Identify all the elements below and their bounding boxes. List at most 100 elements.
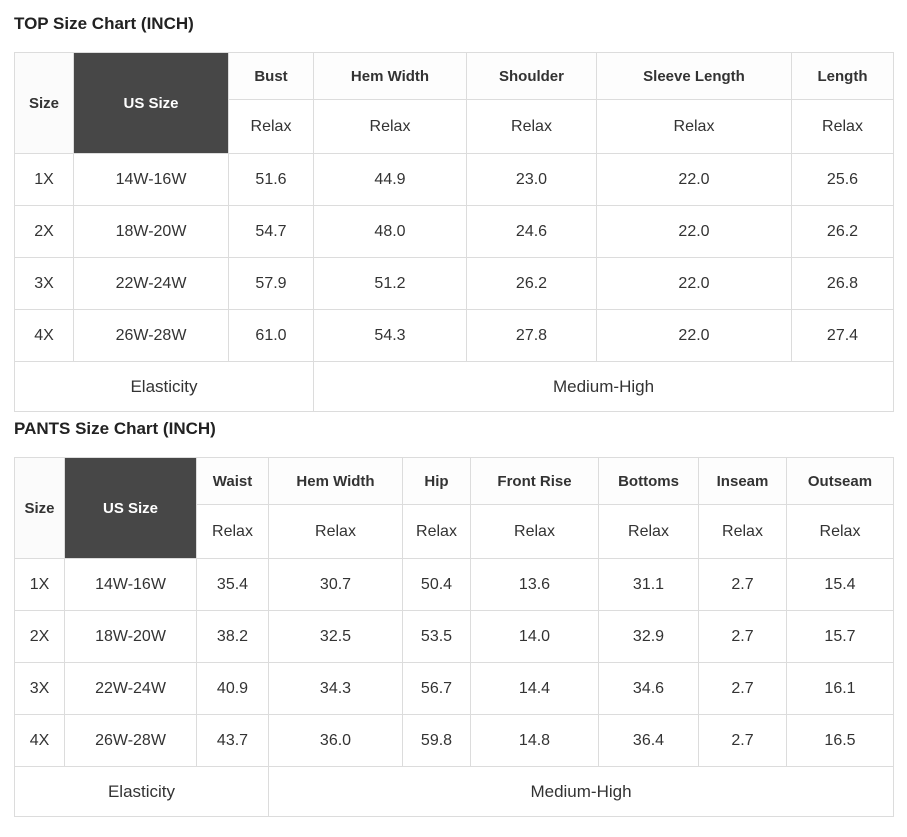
fit-label: Relax [786, 504, 894, 559]
value-cell: 40.9 [196, 662, 269, 715]
fit-label: Relax [268, 504, 403, 559]
value-cell: 26.8 [791, 257, 894, 310]
value-cell: 27.4 [791, 309, 894, 362]
top-header-size: Size [14, 52, 74, 154]
pants-chart-title: PANTS Size Chart (INCH) [14, 419, 216, 438]
us-size-cell: 26W-28W [73, 309, 229, 362]
top-header-shoulder: Shoulder [466, 52, 597, 100]
table-row: 4X 26W-28W 43.7 36.0 59.8 14.8 36.4 2.7 … [14, 714, 894, 767]
value-cell: 22.0 [596, 257, 792, 310]
value-cell: 2.7 [698, 610, 787, 663]
pants-header-outseam: Outseam [786, 457, 894, 505]
value-cell: 30.7 [268, 558, 403, 611]
value-cell: 26.2 [466, 257, 597, 310]
fit-label: Relax [228, 99, 314, 154]
value-cell: 14.4 [470, 662, 599, 715]
value-cell: 35.4 [196, 558, 269, 611]
size-cell: 2X [14, 205, 74, 258]
pants-header-hem-width: Hem Width [268, 457, 403, 505]
size-cell: 3X [14, 257, 74, 310]
top-size-table: Size US Size Bust Hem Width Shoulder Sle… [14, 52, 894, 412]
value-cell: 22.0 [596, 309, 792, 362]
size-cell: 1X [14, 153, 74, 206]
value-cell: 32.5 [268, 610, 403, 663]
us-size-cell: 18W-20W [64, 610, 197, 663]
elasticity-label: Elasticity [14, 361, 314, 412]
fit-label: Relax [470, 504, 599, 559]
fit-label: Relax [313, 99, 467, 154]
top-header-hem-width: Hem Width [313, 52, 467, 100]
pants-header-bottoms: Bottoms [598, 457, 699, 505]
value-cell: 44.9 [313, 153, 467, 206]
table-row: 1X 14W-16W 51.6 44.9 23.0 22.0 25.6 [14, 153, 894, 206]
pants-header-waist: Waist [196, 457, 269, 505]
us-size-cell: 26W-28W [64, 714, 197, 767]
value-cell: 2.7 [698, 558, 787, 611]
top-header-us-size: US Size [73, 52, 229, 154]
table-row: 3X 22W-24W 57.9 51.2 26.2 22.0 26.8 [14, 257, 894, 310]
top-header-bust: Bust [228, 52, 314, 100]
elasticity-row: Elasticity Medium-High [14, 361, 894, 412]
size-cell: 3X [14, 662, 65, 715]
value-cell: 24.6 [466, 205, 597, 258]
value-cell: 32.9 [598, 610, 699, 663]
value-cell: 2.7 [698, 662, 787, 715]
value-cell: 2.7 [698, 714, 787, 767]
pants-header-row: Size US Size Waist Hem Width Hip Front R… [14, 457, 894, 559]
value-cell: 50.4 [402, 558, 471, 611]
value-cell: 14.0 [470, 610, 599, 663]
value-cell: 15.4 [786, 558, 894, 611]
elasticity-row: Elasticity Medium-High [14, 766, 894, 817]
value-cell: 43.7 [196, 714, 269, 767]
us-size-cell: 14W-16W [64, 558, 197, 611]
table-row: 4X 26W-28W 61.0 54.3 27.8 22.0 27.4 [14, 309, 894, 362]
table-row: 2X 18W-20W 38.2 32.5 53.5 14.0 32.9 2.7 … [14, 610, 894, 663]
top-header-length: Length [791, 52, 894, 100]
value-cell: 14.8 [470, 714, 599, 767]
top-header-row: Size US Size Bust Hem Width Shoulder Sle… [14, 52, 894, 154]
value-cell: 23.0 [466, 153, 597, 206]
value-cell: 53.5 [402, 610, 471, 663]
value-cell: 22.0 [596, 153, 792, 206]
value-cell: 34.6 [598, 662, 699, 715]
value-cell: 54.7 [228, 205, 314, 258]
value-cell: 51.6 [228, 153, 314, 206]
pants-header-front-rise: Front Rise [470, 457, 599, 505]
fit-label: Relax [196, 504, 269, 559]
size-cell: 2X [14, 610, 65, 663]
us-size-cell: 18W-20W [73, 205, 229, 258]
value-cell: 54.3 [313, 309, 467, 362]
fit-label: Relax [598, 504, 699, 559]
fit-label: Relax [402, 504, 471, 559]
top-header-sleeve-length: Sleeve Length [596, 52, 792, 100]
pants-size-table: Size US Size Waist Hem Width Hip Front R… [14, 457, 894, 817]
table-row: 3X 22W-24W 40.9 34.3 56.7 14.4 34.6 2.7 … [14, 662, 894, 715]
value-cell: 61.0 [228, 309, 314, 362]
fit-label: Relax [698, 504, 787, 559]
fit-label: Relax [466, 99, 597, 154]
value-cell: 36.4 [598, 714, 699, 767]
value-cell: 15.7 [786, 610, 894, 663]
value-cell: 48.0 [313, 205, 467, 258]
pants-fit-row: Relax Relax Relax Relax Relax Relax Rela… [15, 504, 894, 559]
us-size-cell: 22W-24W [64, 662, 197, 715]
elasticity-value: Medium-High [313, 361, 894, 412]
value-cell: 26.2 [791, 205, 894, 258]
value-cell: 25.6 [791, 153, 894, 206]
value-cell: 16.1 [786, 662, 894, 715]
pants-header-inseam: Inseam [698, 457, 787, 505]
size-cell: 4X [14, 309, 74, 362]
pants-header-hip: Hip [402, 457, 471, 505]
value-cell: 51.2 [313, 257, 467, 310]
value-cell: 16.5 [786, 714, 894, 767]
value-cell: 59.8 [402, 714, 471, 767]
us-size-cell: 22W-24W [73, 257, 229, 310]
elasticity-value: Medium-High [268, 766, 894, 817]
pants-header-us-size: US Size [64, 457, 197, 559]
value-cell: 38.2 [196, 610, 269, 663]
fit-label: Relax [791, 99, 894, 154]
us-size-cell: 14W-16W [73, 153, 229, 206]
top-fit-row: Relax Relax Relax Relax Relax [15, 99, 894, 154]
elasticity-label: Elasticity [14, 766, 269, 817]
